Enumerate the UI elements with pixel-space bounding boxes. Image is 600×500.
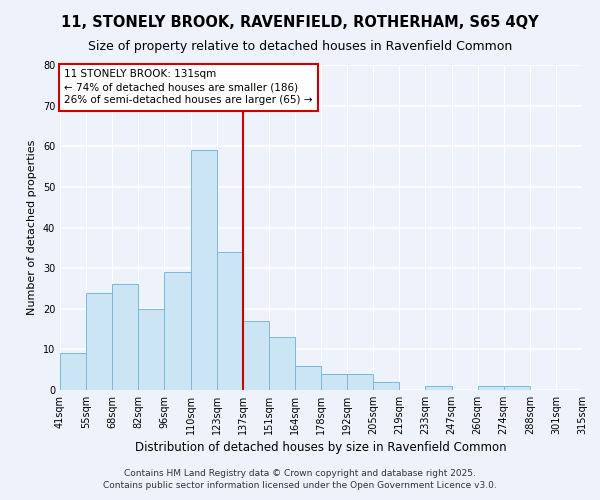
Text: Contains HM Land Registry data © Crown copyright and database right 2025.
Contai: Contains HM Land Registry data © Crown c… [103,468,497,490]
Bar [191,150,217,390]
Y-axis label: Number of detached properties: Number of detached properties [27,140,37,315]
Bar [478,386,504,390]
Bar [269,337,295,390]
Text: 11, STONELY BROOK, RAVENFIELD, ROTHERHAM, S65 4QY: 11, STONELY BROOK, RAVENFIELD, ROTHERHAM… [61,15,539,30]
X-axis label: Distribution of detached houses by size in Ravenfield Common: Distribution of detached houses by size … [135,441,507,454]
Bar [164,272,191,390]
Text: Size of property relative to detached houses in Ravenfield Common: Size of property relative to detached ho… [88,40,512,53]
Bar [347,374,373,390]
Bar [373,382,400,390]
Text: 11 STONELY BROOK: 131sqm
← 74% of detached houses are smaller (186)
26% of semi-: 11 STONELY BROOK: 131sqm ← 74% of detach… [64,69,313,106]
Bar [504,386,530,390]
Bar [112,284,139,390]
Bar [243,321,269,390]
Bar [217,252,243,390]
Bar [86,292,112,390]
Bar [60,354,86,390]
Bar [425,386,452,390]
Bar [295,366,321,390]
Bar [321,374,347,390]
Bar [139,308,164,390]
